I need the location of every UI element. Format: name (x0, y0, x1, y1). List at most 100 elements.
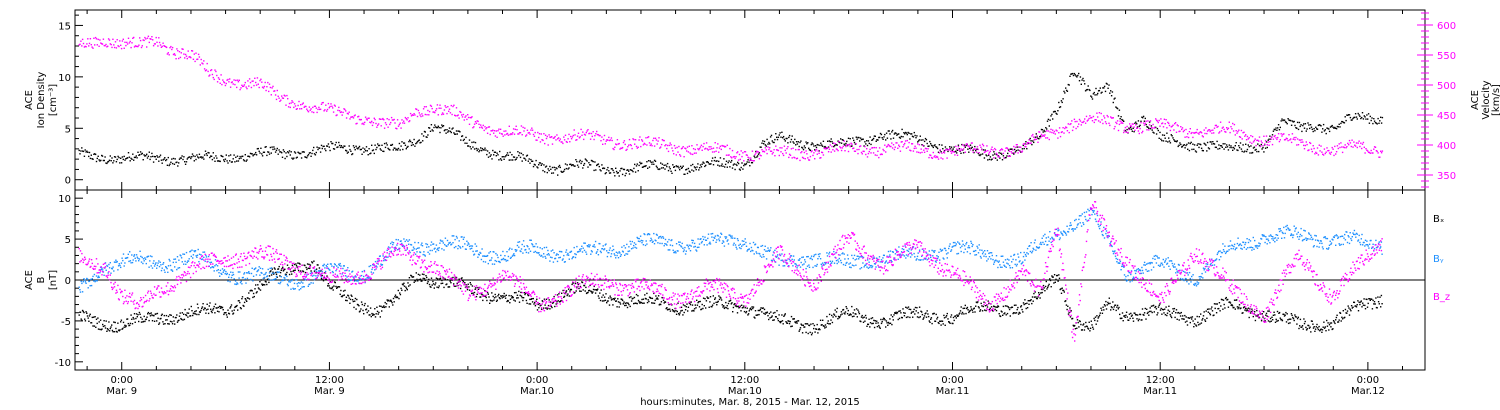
data-point (697, 148, 699, 150)
data-point (736, 152, 738, 154)
data-point (587, 129, 589, 131)
data-point (982, 145, 985, 147)
data-point (1341, 146, 1343, 148)
data-point (656, 143, 658, 145)
data-point (207, 308, 209, 310)
data-point (936, 318, 938, 320)
data-point (919, 135, 921, 137)
data-point (459, 110, 461, 113)
data-point (199, 311, 201, 313)
data-point (162, 159, 164, 161)
data-point (273, 267, 276, 269)
data-point (481, 147, 484, 150)
data-point (629, 169, 632, 171)
data-point (156, 155, 158, 157)
data-point (914, 134, 916, 137)
data-point (242, 159, 245, 161)
data-point (1071, 73, 1073, 75)
data-point (738, 306, 741, 309)
data-point (666, 165, 668, 168)
data-point (128, 42, 131, 44)
data-point (260, 78, 262, 80)
data-point (788, 134, 791, 137)
data-point (1334, 145, 1336, 148)
data-point (1012, 312, 1014, 315)
data-point (606, 169, 608, 171)
data-point (815, 146, 818, 149)
data-point (540, 304, 542, 306)
data-point (111, 329, 114, 332)
data-point (1146, 126, 1148, 128)
data-point (1347, 142, 1349, 145)
data-point (311, 261, 313, 263)
data-point (954, 315, 957, 317)
data-point (1151, 311, 1153, 314)
data-point (502, 295, 504, 297)
data-point (191, 156, 193, 158)
data-point (225, 312, 227, 314)
data-point (691, 169, 693, 171)
data-point (1123, 129, 1126, 132)
data-point (1261, 148, 1263, 150)
data-point (210, 69, 213, 71)
data-point (161, 45, 163, 48)
data-point (611, 139, 613, 142)
data-point (943, 152, 946, 154)
data-point (643, 165, 645, 167)
data-point (442, 113, 445, 115)
data-point (990, 159, 992, 161)
data-point (750, 309, 753, 311)
data-point (150, 156, 152, 158)
data-point (574, 134, 576, 136)
data-point (695, 168, 697, 171)
data-point (288, 273, 291, 276)
data-point (536, 298, 538, 300)
data-point (584, 290, 586, 292)
data-point (1297, 128, 1300, 131)
data-point (421, 113, 423, 115)
data-point (439, 277, 442, 279)
data-point (903, 132, 905, 134)
data-point (626, 169, 628, 171)
data-point (1060, 131, 1063, 134)
data-point (1074, 120, 1076, 123)
data-point (331, 105, 333, 107)
data-point (406, 119, 408, 121)
data-point (363, 123, 365, 126)
data-point (966, 306, 969, 309)
data-point (595, 169, 597, 171)
data-point (553, 295, 555, 298)
data-point (1326, 127, 1328, 129)
data-point (782, 137, 784, 139)
data-point (1223, 303, 1225, 306)
data-point (736, 164, 738, 167)
data-point (161, 162, 163, 164)
data-point (1157, 121, 1159, 124)
data-point (1105, 308, 1108, 310)
data-point (375, 313, 377, 315)
data-point (560, 141, 562, 143)
data-point (705, 142, 708, 144)
data-point (119, 329, 121, 331)
data-point (630, 296, 632, 298)
data-point (877, 139, 879, 141)
data-point (227, 309, 229, 311)
data-point (1157, 306, 1160, 308)
data-point (605, 172, 607, 174)
data-point (499, 297, 501, 300)
data-point (167, 323, 169, 325)
data-point (743, 160, 745, 162)
data-point (328, 107, 330, 109)
data-point (768, 312, 771, 315)
data-point (595, 133, 597, 135)
data-point (1056, 113, 1058, 115)
data-point (1168, 137, 1170, 139)
data-point (306, 263, 309, 265)
data-point (430, 124, 433, 126)
data-point (1125, 131, 1127, 133)
data-point (191, 153, 194, 155)
data-point (773, 141, 775, 144)
data-point (856, 138, 858, 140)
data-point (207, 312, 210, 315)
data-point (162, 42, 164, 44)
